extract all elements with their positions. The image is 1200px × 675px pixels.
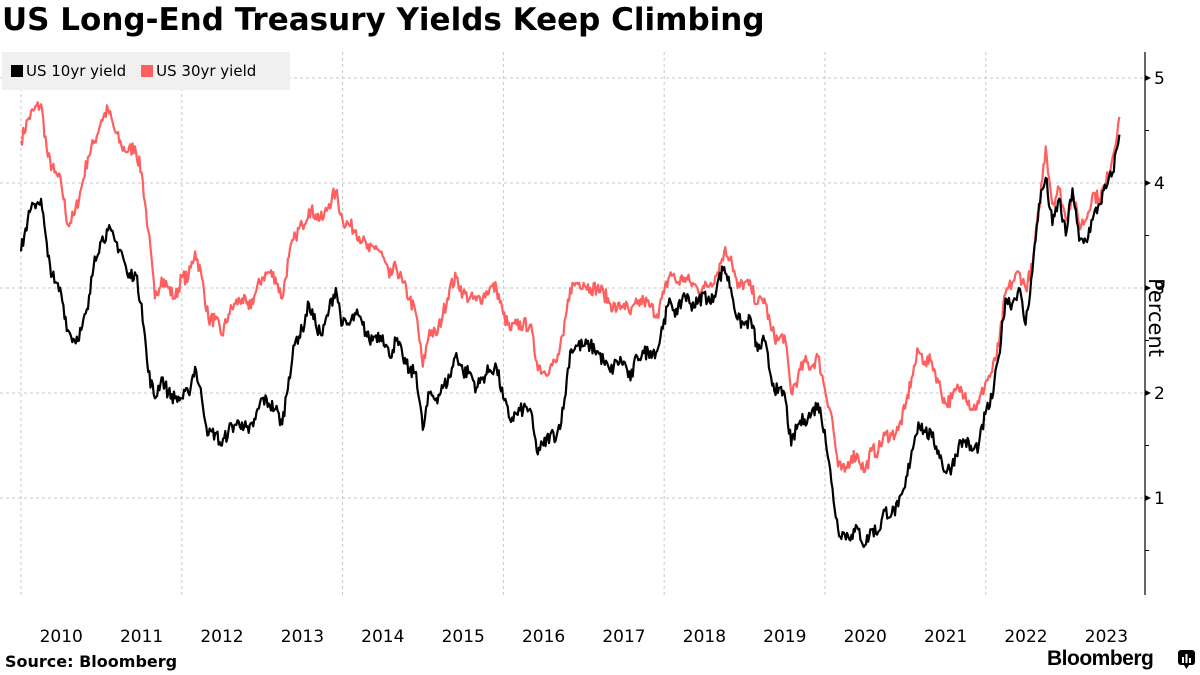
y-axis-label: Percent [1144, 278, 1168, 358]
x-tick-label: 2022 [1004, 627, 1047, 647]
y-tick-mark [1145, 390, 1151, 396]
y-tick-label: 2 [1154, 384, 1165, 404]
legend-label-10yr: US 10yr yield [26, 62, 127, 80]
chart-title: US Long-End Treasury Yields Keep Climbin… [2, 2, 765, 38]
x-tick-label: 2021 [924, 627, 967, 647]
legend-label-30yr: US 30yr yield [156, 62, 257, 80]
legend-item-30yr[interactable]: US 30yr yield [141, 62, 256, 80]
y-tick-label: 1 [1154, 489, 1165, 509]
x-tick-label: 2011 [120, 627, 163, 647]
series-line-10yr [19, 134, 1121, 549]
x-tick-label: 2020 [844, 627, 887, 647]
legend-swatch-10yr [11, 65, 23, 77]
x-tick-label: 2023 [1085, 627, 1128, 647]
bloomberg-logo-text: Bloomberg [1047, 647, 1154, 670]
gridlines [0, 52, 1145, 595]
x-tick-label: 2017 [602, 627, 645, 647]
series-lines [19, 101, 1121, 549]
series-line-30yr [19, 101, 1121, 474]
y-axis: 1 2 3 4 5 [1144, 52, 1165, 595]
y-tick-label: 3 [1154, 279, 1165, 299]
y-tick-mark [1145, 495, 1151, 501]
x-tick-label: 2016 [522, 627, 565, 647]
x-tick-label: 2018 [683, 627, 726, 647]
y-tick-mark [1145, 180, 1151, 186]
x-tick-label: 2010 [40, 627, 83, 647]
x-tick-label: 2015 [442, 627, 485, 647]
x-tick-label: 2019 [763, 627, 806, 647]
legend-item-10yr[interactable]: US 10yr yield [11, 62, 126, 80]
bloomberg-chart-icon [1178, 650, 1195, 669]
y-tick-mark [1145, 285, 1151, 291]
legend-swatch-30yr [141, 65, 154, 77]
legend: US 10yr yield US 30yr yield [2, 52, 290, 90]
source-note: Source: Bloomberg [5, 652, 178, 671]
y-tick-label: 5 [1154, 69, 1165, 89]
x-tick-label: 2014 [361, 627, 404, 647]
x-tick-label: 2012 [200, 627, 243, 647]
x-tick-label: 2013 [281, 627, 324, 647]
y-tick-label: 4 [1154, 174, 1165, 194]
x-axis: 2010 2011 2012 2013 2014 2015 2016 2017 2018 2019… [40, 627, 1128, 647]
y-tick-mark [1145, 75, 1151, 81]
